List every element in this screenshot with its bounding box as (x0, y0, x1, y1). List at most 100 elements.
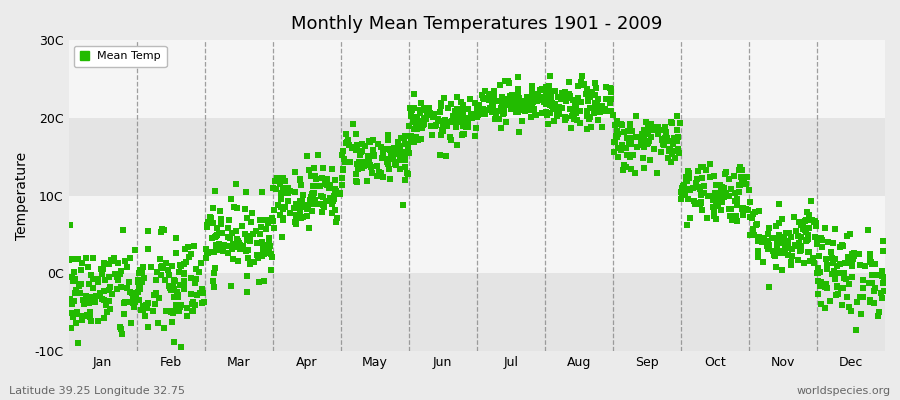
Point (608, 139, 622, 145)
Point (615, 144, 629, 150)
Point (341, 137, 356, 144)
Point (459, 124, 473, 130)
Point (206, 204, 220, 211)
Point (766, 235, 780, 241)
Point (179, 259, 194, 266)
Point (657, 142, 671, 148)
Point (680, 178, 694, 184)
Point (771, 235, 786, 241)
Point (138, 275, 152, 281)
Point (91, 278, 105, 285)
Point (240, 247, 255, 253)
Point (863, 299, 878, 306)
Point (478, 88, 492, 94)
Point (798, 218, 813, 224)
Point (266, 207, 281, 214)
Point (470, 104, 484, 111)
Point (643, 121, 657, 128)
Point (818, 284, 832, 290)
Point (180, 313, 194, 320)
Point (231, 257, 246, 264)
Point (792, 240, 806, 246)
Point (131, 276, 146, 283)
Point (305, 208, 320, 214)
Point (210, 232, 224, 238)
Text: Latitude 39.25 Longitude 32.75: Latitude 39.25 Longitude 32.75 (9, 386, 185, 396)
Point (307, 190, 321, 196)
Point (400, 169, 414, 176)
Point (329, 191, 344, 197)
Point (437, 117, 452, 123)
Point (449, 124, 464, 130)
Point (404, 108, 419, 115)
Point (716, 184, 731, 191)
Point (794, 233, 808, 240)
Point (185, 308, 200, 314)
Point (678, 190, 692, 197)
Point (580, 126, 595, 132)
Point (223, 283, 238, 289)
Point (325, 166, 339, 172)
Point (201, 219, 215, 225)
Point (629, 113, 643, 119)
Point (345, 145, 359, 151)
Point (525, 95, 539, 101)
Point (569, 110, 583, 116)
Point (779, 238, 794, 244)
Point (451, 114, 465, 121)
Point (510, 89, 525, 95)
Point (610, 145, 625, 152)
Point (370, 172, 384, 179)
Point (590, 96, 605, 102)
Point (64, 325, 78, 331)
Point (69, 311, 84, 318)
Point (362, 159, 376, 166)
Point (68, 287, 83, 294)
Point (625, 127, 639, 134)
Point (362, 138, 376, 144)
Point (511, 108, 526, 115)
Point (104, 257, 118, 263)
Point (674, 192, 688, 198)
Point (238, 248, 253, 254)
Point (875, 295, 889, 302)
Point (863, 296, 878, 303)
Point (665, 120, 680, 126)
Point (400, 143, 415, 150)
Point (418, 116, 433, 123)
Point (788, 243, 803, 249)
Point (860, 227, 875, 234)
Point (513, 100, 527, 106)
Point (639, 139, 653, 145)
Point (382, 165, 396, 172)
Point (124, 320, 139, 326)
Point (604, 107, 618, 114)
Point (184, 274, 198, 281)
Point (483, 104, 498, 111)
Point (826, 240, 841, 246)
Point (309, 183, 323, 189)
Point (590, 108, 604, 115)
Point (498, 77, 512, 84)
Point (791, 257, 806, 264)
Point (255, 253, 269, 259)
Point (775, 216, 789, 222)
Point (415, 122, 429, 128)
Point (574, 98, 589, 105)
Point (449, 109, 464, 115)
Point (571, 94, 585, 101)
Point (562, 91, 576, 98)
Point (450, 94, 464, 100)
Point (305, 183, 320, 190)
Point (338, 131, 353, 137)
Point (374, 144, 389, 150)
Point (805, 217, 819, 224)
Point (440, 119, 454, 126)
Point (621, 127, 635, 134)
Point (845, 260, 859, 266)
Point (400, 171, 415, 177)
Point (436, 94, 451, 101)
Point (305, 191, 320, 197)
Point (230, 236, 244, 242)
Point (698, 167, 713, 173)
